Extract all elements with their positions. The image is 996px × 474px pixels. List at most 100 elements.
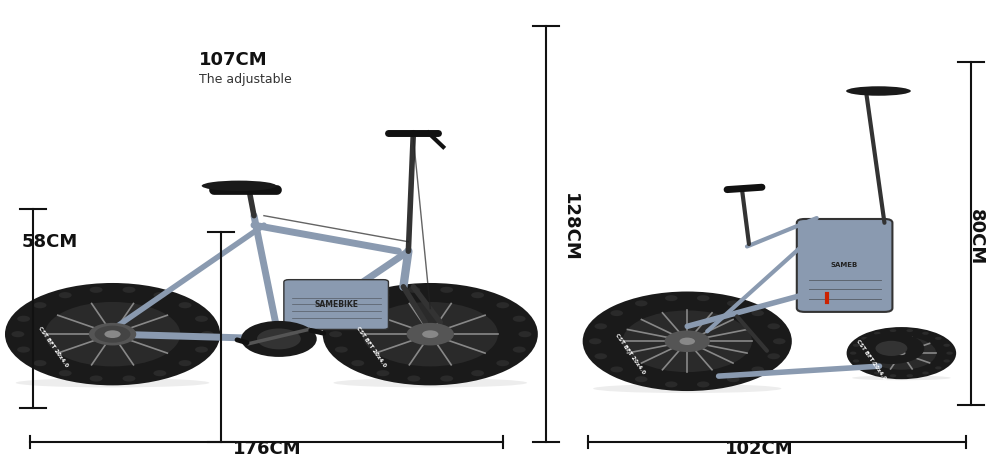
Circle shape <box>11 331 24 337</box>
Circle shape <box>874 372 880 374</box>
Circle shape <box>195 316 208 322</box>
Circle shape <box>665 295 677 301</box>
Circle shape <box>595 323 607 329</box>
Circle shape <box>153 370 166 376</box>
Circle shape <box>59 370 72 376</box>
Circle shape <box>611 310 623 316</box>
Circle shape <box>471 370 484 376</box>
Circle shape <box>352 302 365 308</box>
Circle shape <box>768 323 780 329</box>
Circle shape <box>323 283 538 385</box>
Circle shape <box>407 287 420 293</box>
Circle shape <box>513 316 526 322</box>
Text: CST BFT 20x4.0: CST BFT 20x4.0 <box>856 338 887 381</box>
Circle shape <box>679 337 695 345</box>
Circle shape <box>859 333 924 364</box>
Circle shape <box>634 376 647 382</box>
Circle shape <box>34 360 47 366</box>
Circle shape <box>697 295 709 301</box>
Circle shape <box>889 374 896 377</box>
Circle shape <box>440 287 453 293</box>
Circle shape <box>178 360 191 366</box>
Circle shape <box>376 292 389 298</box>
Circle shape <box>34 302 47 308</box>
Circle shape <box>664 330 710 352</box>
Circle shape <box>665 382 677 387</box>
Circle shape <box>90 287 103 293</box>
Circle shape <box>45 302 180 366</box>
Text: SAMEBIKE: SAMEBIKE <box>315 300 359 309</box>
Circle shape <box>853 344 860 347</box>
Text: SAMEB: SAMEB <box>831 263 859 268</box>
Circle shape <box>363 302 498 366</box>
Circle shape <box>946 352 953 355</box>
Text: 128CM: 128CM <box>561 193 579 262</box>
Circle shape <box>422 330 438 338</box>
Circle shape <box>105 330 121 338</box>
Circle shape <box>257 328 301 349</box>
Text: CST BFT 20x4.0: CST BFT 20x4.0 <box>38 326 70 368</box>
Circle shape <box>943 359 950 363</box>
Ellipse shape <box>593 384 781 393</box>
Circle shape <box>59 292 72 298</box>
Text: 58CM: 58CM <box>22 233 78 251</box>
Circle shape <box>727 301 739 306</box>
Circle shape <box>17 346 30 353</box>
Circle shape <box>583 292 792 391</box>
Circle shape <box>90 375 103 382</box>
Circle shape <box>906 374 913 377</box>
Circle shape <box>697 382 709 387</box>
Circle shape <box>406 323 454 346</box>
Circle shape <box>751 310 764 316</box>
Ellipse shape <box>847 86 910 96</box>
Circle shape <box>867 337 936 370</box>
Circle shape <box>123 375 135 382</box>
Text: 107CM: 107CM <box>199 51 268 69</box>
Circle shape <box>513 346 526 353</box>
Circle shape <box>853 359 860 363</box>
Circle shape <box>89 323 136 346</box>
Circle shape <box>17 316 30 322</box>
Circle shape <box>178 302 191 308</box>
Circle shape <box>241 321 317 357</box>
Circle shape <box>153 292 166 298</box>
Circle shape <box>95 326 130 343</box>
Circle shape <box>889 347 913 359</box>
Circle shape <box>589 338 602 344</box>
Text: 176CM: 176CM <box>233 440 301 458</box>
Circle shape <box>935 337 941 340</box>
Circle shape <box>862 366 868 369</box>
Text: CST BFT 20x4.0: CST BFT 20x4.0 <box>356 326 387 368</box>
Circle shape <box>773 338 786 344</box>
Circle shape <box>335 346 348 353</box>
Circle shape <box>611 366 623 373</box>
Circle shape <box>922 332 928 335</box>
Text: 80CM: 80CM <box>967 209 985 265</box>
Circle shape <box>440 375 453 382</box>
Circle shape <box>352 360 365 366</box>
Circle shape <box>634 301 647 306</box>
Text: 102CM: 102CM <box>725 440 793 458</box>
Ellipse shape <box>201 181 277 191</box>
Circle shape <box>622 310 752 372</box>
Circle shape <box>897 351 905 355</box>
Ellipse shape <box>16 378 209 387</box>
Circle shape <box>496 360 509 366</box>
Circle shape <box>935 366 941 369</box>
Circle shape <box>943 344 950 347</box>
Circle shape <box>335 316 348 322</box>
Circle shape <box>195 346 208 353</box>
Text: The adjustable: The adjustable <box>199 73 292 86</box>
Circle shape <box>847 327 956 379</box>
Circle shape <box>922 372 928 374</box>
Circle shape <box>768 353 780 359</box>
Circle shape <box>376 370 389 376</box>
Circle shape <box>850 352 857 355</box>
Text: CST BFT 20x4.0: CST BFT 20x4.0 <box>614 333 645 375</box>
Circle shape <box>496 302 509 308</box>
Circle shape <box>874 332 880 335</box>
Circle shape <box>595 353 607 359</box>
Circle shape <box>471 292 484 298</box>
Circle shape <box>906 329 913 332</box>
Circle shape <box>875 341 907 356</box>
